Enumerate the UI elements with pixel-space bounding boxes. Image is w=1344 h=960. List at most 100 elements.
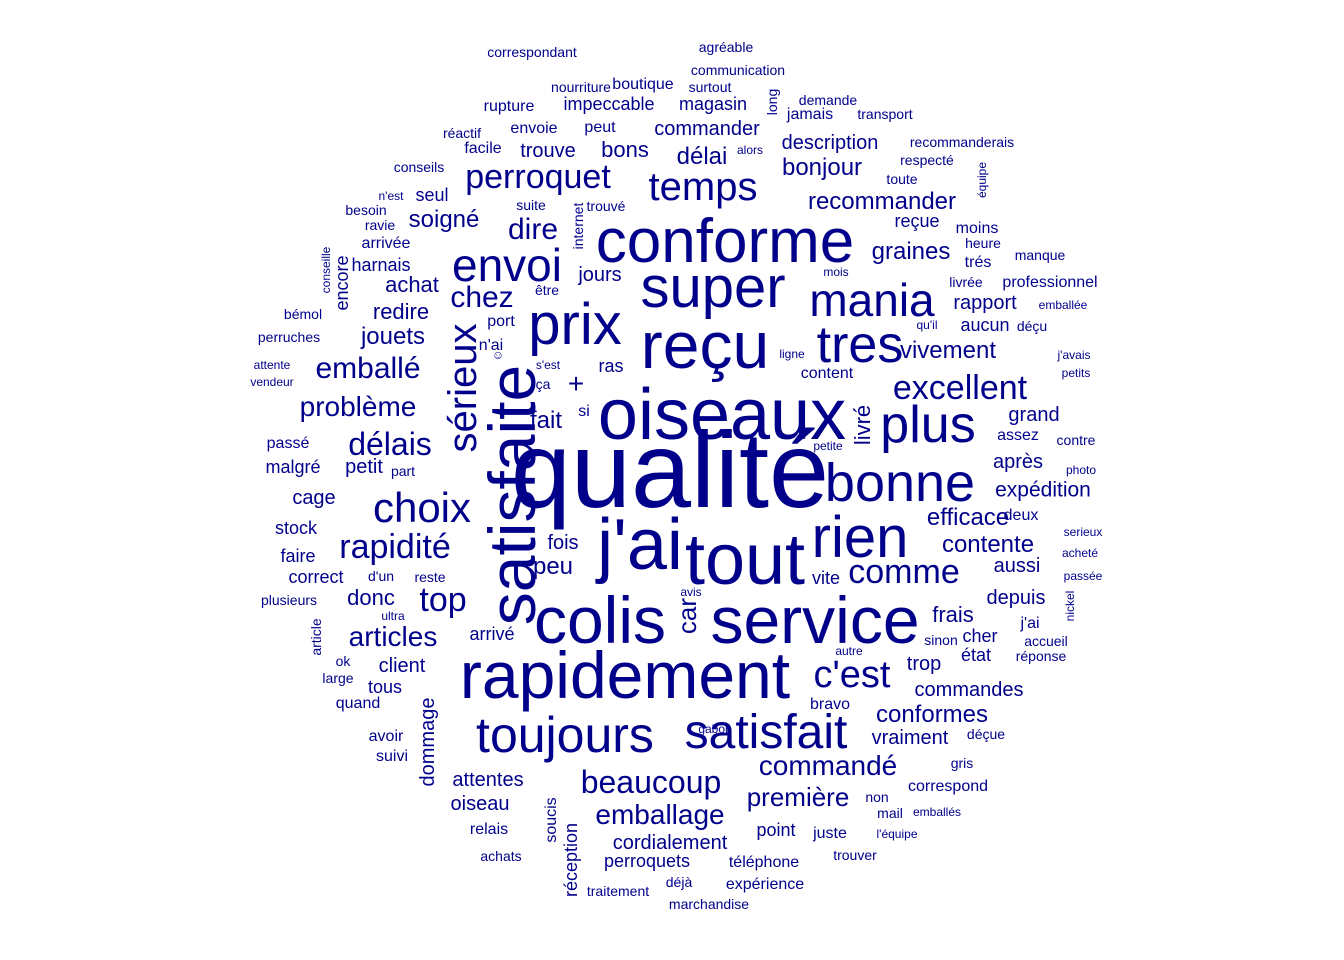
cloud-word: expérience xyxy=(725,876,805,893)
cloud-word: rapport xyxy=(953,292,1017,314)
cloud-word: contre xyxy=(1056,432,1096,448)
cloud-word: surtout xyxy=(688,79,732,95)
cloud-word: accueil xyxy=(1024,633,1068,649)
cloud-word: nickel xyxy=(1063,590,1077,622)
cloud-word: choix xyxy=(372,484,472,531)
cloud-word: perroquets xyxy=(603,851,691,871)
cloud-word: satisfaite xyxy=(475,364,549,626)
cloud-word: articles xyxy=(348,621,438,652)
cloud-word: point xyxy=(756,820,796,840)
cloud-word: arrivé xyxy=(469,624,515,644)
cloud-word: passée xyxy=(1063,569,1103,583)
cloud-word: vraiment xyxy=(871,727,949,749)
cloud-word: ultra xyxy=(381,609,405,623)
cloud-word: professionnel xyxy=(1002,274,1098,291)
cloud-word: rien xyxy=(811,505,909,570)
cloud-word: photo xyxy=(1065,463,1097,477)
cloud-word: cher xyxy=(962,626,998,646)
cloud-word: bons xyxy=(601,137,649,162)
cloud-word: description xyxy=(781,132,879,154)
cloud-word: correspond xyxy=(907,778,989,795)
cloud-word: seul xyxy=(415,185,449,205)
cloud-word: fois xyxy=(547,532,579,554)
cloud-word: délai xyxy=(676,143,728,170)
cloud-word: réponse xyxy=(1015,648,1067,664)
cloud-word: moins xyxy=(955,220,999,237)
cloud-word: si xyxy=(578,403,590,420)
cloud-word: vivement xyxy=(899,337,997,364)
cloud-word: soigné xyxy=(408,206,480,233)
cloud-word: aussi xyxy=(993,555,1041,577)
cloud-word: recommanderais xyxy=(909,134,1015,150)
cloud-word: attentes xyxy=(452,769,524,791)
cloud-word: qualité xyxy=(510,409,830,530)
cloud-word: chez xyxy=(450,281,514,314)
cloud-word: reçue xyxy=(894,211,940,231)
cloud-word: suite xyxy=(516,197,546,213)
cloud-word: plusieurs xyxy=(260,592,318,608)
cloud-word: trouvé xyxy=(586,198,626,214)
cloud-word: qu'il xyxy=(916,318,938,332)
cloud-word: dommage xyxy=(417,697,439,787)
cloud-word: quand xyxy=(335,695,381,712)
cloud-word: ligne xyxy=(779,347,805,361)
cloud-word: excellent xyxy=(892,369,1028,407)
cloud-word: harnais xyxy=(351,255,411,275)
cloud-word: car xyxy=(672,597,702,635)
cloud-word: impeccable xyxy=(563,94,655,114)
cloud-word: achats xyxy=(480,848,522,864)
cloud-word: livré xyxy=(850,404,875,446)
cloud-word: d'un xyxy=(367,568,395,584)
cloud-word: satisfait xyxy=(684,706,848,759)
cloud-word: toute xyxy=(886,171,918,187)
cloud-word: expédition xyxy=(995,478,1091,502)
cloud-word: respecté xyxy=(900,152,954,168)
cloud-word: internet xyxy=(570,202,586,250)
cloud-word: rapidement xyxy=(459,638,791,712)
cloud-word: toujours xyxy=(476,707,654,763)
cloud-word: avoir xyxy=(368,728,404,745)
cloud-word: agréable xyxy=(698,39,754,55)
cloud-word: transport xyxy=(857,106,913,122)
cloud-word: jamais xyxy=(786,106,834,123)
cloud-word: efficace xyxy=(926,504,1010,531)
cloud-word: correspondant xyxy=(487,44,577,60)
cloud-word: contente xyxy=(941,531,1035,558)
cloud-word: long xyxy=(764,88,780,116)
cloud-word: conforme xyxy=(595,207,855,276)
cloud-word: ☺ xyxy=(491,348,505,362)
cloud-word: bémol xyxy=(283,306,323,322)
cloud-word: non xyxy=(865,789,889,805)
cloud-word: grand xyxy=(1008,404,1060,426)
cloud-word: traitement xyxy=(586,883,650,899)
cloud-word: faire xyxy=(280,546,316,566)
cloud-word: mail xyxy=(877,805,903,821)
cloud-word: envoie xyxy=(510,120,558,137)
cloud-word: suivi xyxy=(375,748,409,765)
cloud-word: graines xyxy=(871,238,951,265)
cloud-word: boutique xyxy=(612,76,674,93)
cloud-word: reçu xyxy=(640,308,770,382)
cloud-word: vite xyxy=(811,568,841,588)
cloud-word: frais xyxy=(932,602,974,627)
cloud-word: petite xyxy=(813,439,843,453)
cloud-word: délais xyxy=(348,426,432,462)
cloud-word: depuis xyxy=(986,587,1046,609)
cloud-word: relais xyxy=(469,821,509,838)
cloud-word: sérieux xyxy=(441,323,485,453)
cloud-word: l'équipe xyxy=(876,827,918,841)
cloud-word: redire xyxy=(372,299,430,324)
cloud-word: peut xyxy=(584,119,616,136)
cloud-word: large xyxy=(322,670,354,686)
cloud-word: reste xyxy=(414,569,446,585)
cloud-word: deux xyxy=(1003,507,1039,524)
cloud-word: emballé xyxy=(315,352,421,385)
cloud-word: j'ai xyxy=(597,505,683,585)
cloud-word: cordialement xyxy=(612,832,728,854)
cloud-word: achat xyxy=(385,272,439,297)
cloud-word: trés xyxy=(964,254,992,271)
cloud-word: attente xyxy=(253,358,291,372)
cloud-word: service xyxy=(710,583,920,657)
cloud-word: problème xyxy=(299,391,417,422)
cloud-word: j'ai xyxy=(1020,615,1040,632)
